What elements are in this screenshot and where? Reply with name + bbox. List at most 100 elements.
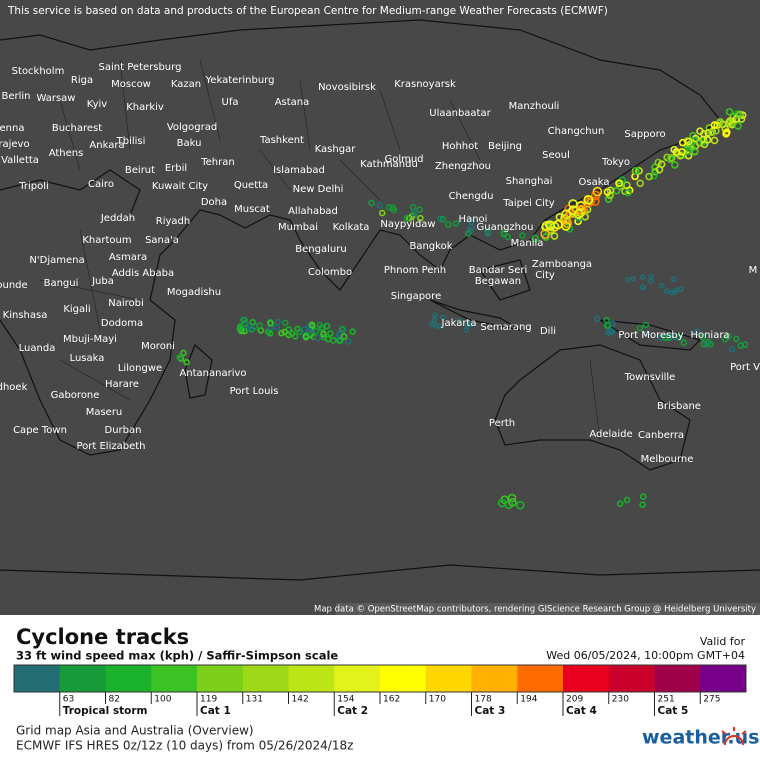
brand-logo[interactable]: weather.us bbox=[642, 727, 759, 749]
city-label: Bengaluru bbox=[295, 244, 346, 255]
scale-category: Cat 2 bbox=[337, 705, 368, 717]
track-point bbox=[320, 331, 327, 338]
track-point bbox=[675, 333, 682, 341]
city-label: Jeddah bbox=[100, 213, 135, 224]
track-point bbox=[452, 220, 460, 227]
city-label: Baku bbox=[177, 138, 202, 149]
scale-tick-label: 251 bbox=[658, 695, 675, 705]
city-label: Ufa bbox=[222, 97, 239, 108]
city-label: Singapore bbox=[391, 291, 441, 302]
track-point bbox=[180, 349, 187, 357]
city-label: Cairo bbox=[88, 179, 114, 190]
track-point bbox=[282, 319, 289, 327]
map-credit: Map data © OpenStreetMap contributors, r… bbox=[314, 605, 756, 615]
city-label: Allahabad bbox=[288, 206, 338, 217]
city-label: Addis Ababa bbox=[112, 268, 174, 279]
track-point bbox=[416, 206, 423, 214]
city-label: Melbourne bbox=[641, 454, 694, 465]
scale-tick-label: 154 bbox=[337, 695, 354, 705]
scale-swatch bbox=[700, 665, 747, 692]
city-label: Maseru bbox=[86, 407, 123, 418]
track-point bbox=[710, 121, 719, 129]
city-label: Lilongwe bbox=[118, 363, 162, 374]
city-label: enna bbox=[0, 123, 24, 134]
city-label: Lusaka bbox=[70, 353, 105, 364]
city-label: Hanoi bbox=[459, 214, 488, 225]
track-point bbox=[667, 332, 674, 340]
track-point bbox=[410, 209, 417, 217]
scale-tick-label: 100 bbox=[154, 695, 171, 705]
track-point bbox=[583, 194, 594, 205]
city-label: Tbilisi bbox=[116, 136, 146, 147]
city-labels: Stockholm Riga Saint Petersburg Moscow Kazan… bbox=[0, 62, 760, 465]
city-label: Port V bbox=[730, 362, 760, 373]
city-label: Zhengzhou bbox=[435, 161, 491, 172]
track-point bbox=[671, 161, 679, 169]
track-point bbox=[608, 328, 616, 335]
track-point bbox=[594, 315, 601, 323]
track-point bbox=[288, 330, 296, 337]
track-point bbox=[349, 328, 356, 336]
track-point bbox=[642, 321, 650, 329]
city-label: Semarang bbox=[480, 322, 531, 333]
track-point bbox=[431, 317, 438, 324]
track-point bbox=[242, 321, 250, 329]
track-point bbox=[737, 342, 745, 349]
city-label: Ankara bbox=[89, 140, 124, 151]
track-point bbox=[663, 288, 670, 295]
track-point bbox=[433, 323, 439, 329]
city-label: Chengdu bbox=[449, 191, 494, 202]
city-label: Kolkata bbox=[333, 222, 370, 233]
track-point bbox=[336, 337, 343, 344]
track-point bbox=[432, 312, 438, 318]
track-point bbox=[649, 171, 658, 180]
city-label: Brisbane bbox=[657, 401, 701, 412]
track-point bbox=[428, 321, 435, 328]
city-label: Kazan bbox=[171, 79, 201, 90]
city-label: Bandar Seri bbox=[469, 265, 527, 276]
city-label: Sana'a bbox=[145, 235, 179, 246]
track-point bbox=[456, 317, 462, 324]
city-label: Kharkiv bbox=[126, 102, 164, 113]
track-point bbox=[389, 204, 397, 211]
track-point bbox=[278, 329, 285, 337]
track-point bbox=[684, 151, 693, 160]
credit-box bbox=[336, 603, 760, 615]
city-label: Port Moresby bbox=[618, 330, 683, 341]
track-point bbox=[635, 167, 643, 175]
scale-category: Tropical storm bbox=[63, 705, 148, 717]
scale-swatch bbox=[288, 665, 335, 692]
city-label: Manila bbox=[511, 238, 544, 249]
scale-tick-label: 162 bbox=[383, 695, 400, 705]
track-point bbox=[467, 218, 475, 226]
scale-swatch bbox=[14, 665, 61, 692]
track-point bbox=[500, 230, 508, 238]
track-point bbox=[708, 128, 716, 137]
city-label: Dodoma bbox=[101, 318, 143, 329]
city-label: Erbil bbox=[165, 163, 187, 174]
track-point bbox=[439, 314, 446, 321]
track-point bbox=[624, 276, 631, 283]
track-point bbox=[704, 129, 713, 137]
legend-subtitle: 33 ft wind speed max (kph) / Saffir-Simp… bbox=[16, 649, 338, 663]
borders bbox=[39, 59, 601, 441]
city-label: Townsville bbox=[624, 372, 676, 383]
city-label: Guangzhou bbox=[477, 222, 534, 233]
scale-swatch bbox=[197, 665, 244, 692]
city-label: rajevo bbox=[0, 139, 30, 150]
scale-tick-label: 119 bbox=[200, 695, 217, 705]
track-point bbox=[696, 127, 704, 135]
scale-swatch bbox=[608, 665, 655, 692]
track-point bbox=[466, 227, 474, 234]
track-point bbox=[639, 501, 646, 508]
city-label: Bucharest bbox=[52, 123, 102, 134]
track-point bbox=[590, 196, 600, 207]
city-label: Honiara bbox=[690, 330, 729, 341]
city-label: Mumbai bbox=[278, 222, 318, 233]
track-point bbox=[463, 327, 469, 333]
track-point bbox=[266, 330, 274, 337]
scale-tick-label: 178 bbox=[475, 695, 492, 705]
scale-tick-label: 63 bbox=[63, 695, 74, 705]
track-point bbox=[657, 160, 666, 168]
